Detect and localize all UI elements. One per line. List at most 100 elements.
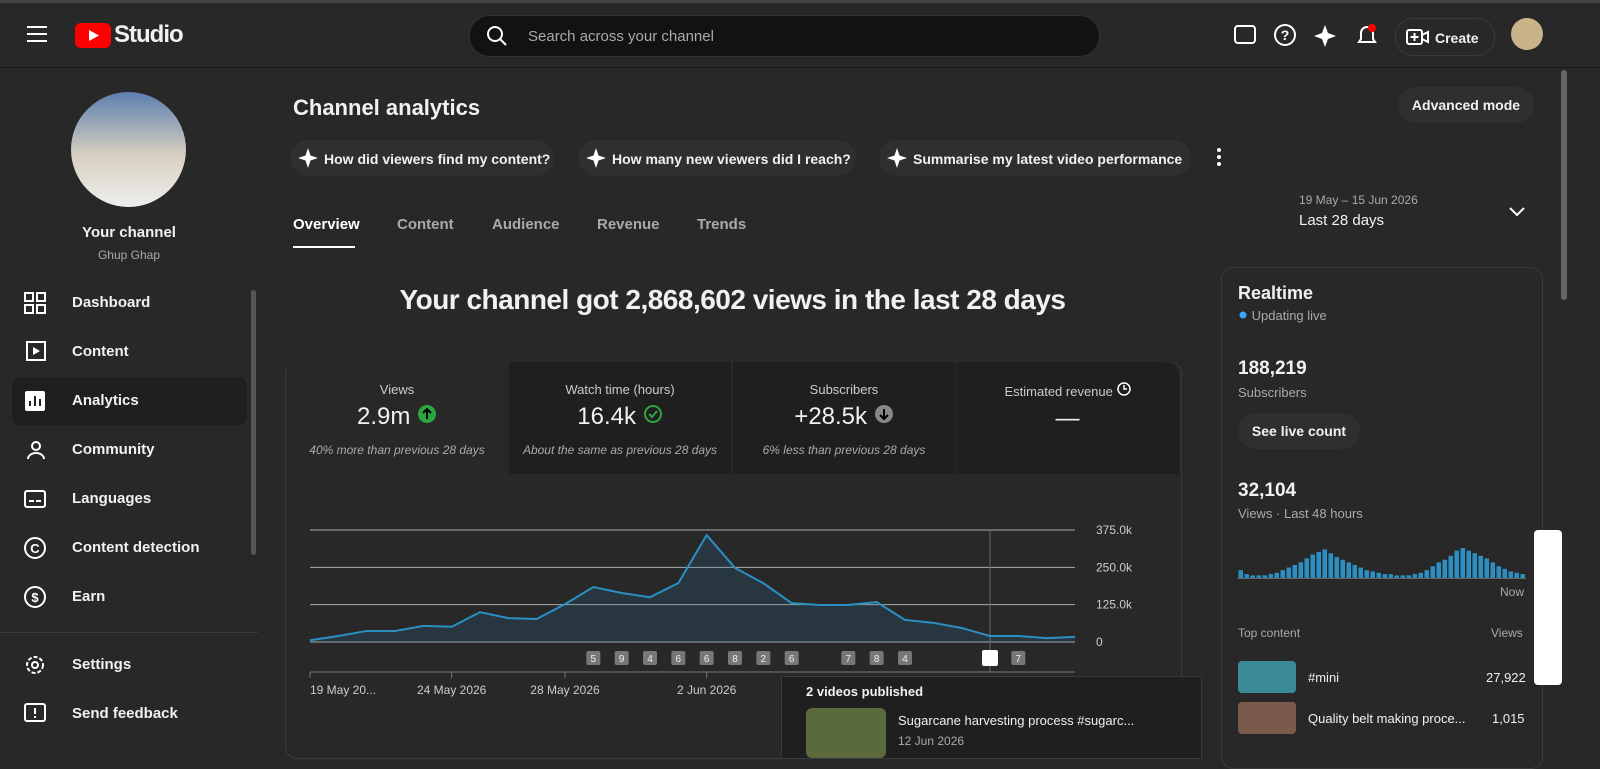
metric-note: About the same as previous 28 days — [522, 443, 718, 457]
realtime-bar — [1238, 570, 1243, 578]
realtime-bar — [1514, 572, 1519, 578]
realtime-bar — [1496, 566, 1501, 578]
realtime-bar — [1256, 575, 1261, 578]
nav-item[interactable]: Community — [12, 426, 247, 474]
floating-toolbar[interactable] — [1534, 530, 1562, 685]
nav-label: Earn — [72, 588, 106, 605]
metric-card[interactable]: Estimated revenue — — [956, 362, 1179, 474]
metric-value: 16.4k — [509, 403, 731, 431]
subscriber-label: Subscribers — [1238, 385, 1307, 400]
nav-label: Dashboard — [72, 294, 151, 311]
item-title[interactable]: #mini — [1308, 670, 1340, 685]
search-placeholder: Search across your channel — [528, 28, 714, 45]
video-thumbnail[interactable] — [806, 708, 886, 758]
more-icon[interactable] — [1214, 146, 1224, 168]
headline: Your channel got 2,868,602 views in the … — [399, 284, 1067, 315]
tab[interactable]: Audience — [492, 216, 560, 233]
tab[interactable]: Content — [397, 216, 454, 233]
realtime-bar — [1460, 548, 1465, 578]
create-button[interactable]: Create — [1395, 18, 1495, 56]
item-thumbnail[interactable] — [1238, 661, 1296, 693]
search-box[interactable]: Search across your channel — [469, 15, 1100, 57]
nav-item[interactable]: C Content detection — [12, 524, 247, 572]
realtime-bar — [1454, 550, 1459, 578]
upload-marker-label: 4 — [647, 654, 653, 665]
realtime-bar — [1304, 558, 1309, 578]
nav-item[interactable]: Send feedback — [12, 690, 247, 738]
nav-item-active[interactable]: Analytics — [12, 377, 247, 425]
nav-label: Settings — [72, 656, 132, 673]
down-icon — [874, 405, 893, 423]
channel-avatar[interactable] — [71, 92, 186, 207]
sidebar-scrollbar — [251, 290, 256, 555]
realtime-bar — [1340, 559, 1345, 578]
nav-item[interactable]: Content — [12, 328, 247, 376]
search-icon — [487, 26, 507, 46]
nav-label: Community — [72, 441, 155, 458]
notifications-icon[interactable] — [1355, 23, 1379, 49]
metric-card[interactable]: Subscribers +28.5k 6% less than previous … — [733, 362, 955, 474]
nav-item[interactable]: Settings — [12, 641, 247, 689]
realtime-bar — [1286, 567, 1291, 578]
realtime-bar — [1394, 575, 1399, 578]
suggestion-chip[interactable]: How did viewers find my content? — [290, 140, 554, 176]
create-icon — [1406, 29, 1429, 45]
metric-value: +28.5k — [733, 403, 955, 431]
realtime-bar — [1442, 559, 1447, 578]
nav-item[interactable]: $ Earn — [12, 573, 247, 621]
channel-name: Ghup Ghap — [97, 248, 161, 262]
nav-item[interactable]: Dashboard — [12, 279, 247, 327]
create-text: Create — [1435, 30, 1479, 46]
nav-label: Analytics — [72, 392, 139, 409]
metric-card[interactable]: Views 2.9m 40% more than previous 28 days — [286, 362, 508, 474]
realtime-bar — [1298, 562, 1303, 578]
suggestion-text: How did viewers find my content? — [324, 151, 551, 167]
realtime-bar — [1436, 562, 1441, 578]
menu-icon[interactable] — [26, 25, 48, 43]
dropdown-icon[interactable] — [1508, 206, 1526, 218]
metric-card[interactable]: Watch time (hours) 16.4k About the same a… — [509, 362, 731, 474]
logo-icon[interactable] — [75, 23, 111, 48]
video-title[interactable]: Sugarcane harvesting process #sugarc... — [898, 713, 1135, 728]
avatar[interactable] — [1511, 18, 1543, 50]
area — [310, 535, 1075, 642]
svg-text:?: ? — [1281, 27, 1290, 43]
realtime-bar — [1244, 574, 1249, 578]
upload-marker — [671, 651, 686, 665]
suggestion-chip[interactable]: How many new viewers did I reach? — [578, 140, 856, 176]
y-tick-label: 375.0k — [1096, 523, 1133, 537]
nav-item[interactable]: Languages — [12, 475, 247, 523]
svg-text:$: $ — [31, 590, 39, 605]
live-count-button[interactable]: See live count — [1238, 413, 1360, 449]
header-icons[interactable]: ? — [1233, 23, 1353, 49]
realtime-bar — [1316, 551, 1321, 578]
tab-active[interactable]: Overview — [293, 216, 360, 233]
item-title[interactable]: Quality belt making proce... — [1308, 711, 1466, 726]
suggestion-chip[interactable]: Summarise my latest video performance — [879, 140, 1191, 176]
upload-marker — [841, 651, 856, 665]
date-label[interactable]: Last 28 days — [1299, 212, 1385, 229]
metric-label-text: Estimated revenue — [1004, 384, 1113, 399]
suggestion-text: How many new viewers did I reach? — [612, 151, 851, 167]
item-views: 27,922 — [1486, 670, 1526, 685]
logo-text[interactable]: Studio — [114, 21, 184, 48]
realtime-bar — [1280, 570, 1285, 578]
item-thumbnail[interactable] — [1238, 702, 1296, 734]
upload-marker — [784, 651, 799, 665]
realtime-title: Realtime — [1238, 283, 1314, 303]
realtime-bar — [1448, 555, 1453, 578]
nav-label: Content — [72, 343, 129, 360]
item-views: 1,015 — [1492, 711, 1525, 726]
metric-value: — — [1055, 405, 1080, 432]
line — [309, 533, 1076, 642]
tab[interactable]: Revenue — [597, 216, 660, 233]
tab[interactable]: Trends — [697, 216, 747, 233]
svg-text:C: C — [30, 541, 40, 556]
realtime-bar — [1292, 564, 1297, 578]
advanced-mode-button[interactable]: Advanced mode — [1398, 87, 1534, 123]
upload-marker — [614, 651, 629, 665]
views-count: 32,104 — [1238, 480, 1297, 501]
date-range[interactable]: 19 May – 15 Jun 2026 — [1299, 193, 1418, 207]
suggestion-text: Summarise my latest video performance — [913, 151, 1183, 167]
realtime-status: Updating live — [1238, 308, 1327, 323]
